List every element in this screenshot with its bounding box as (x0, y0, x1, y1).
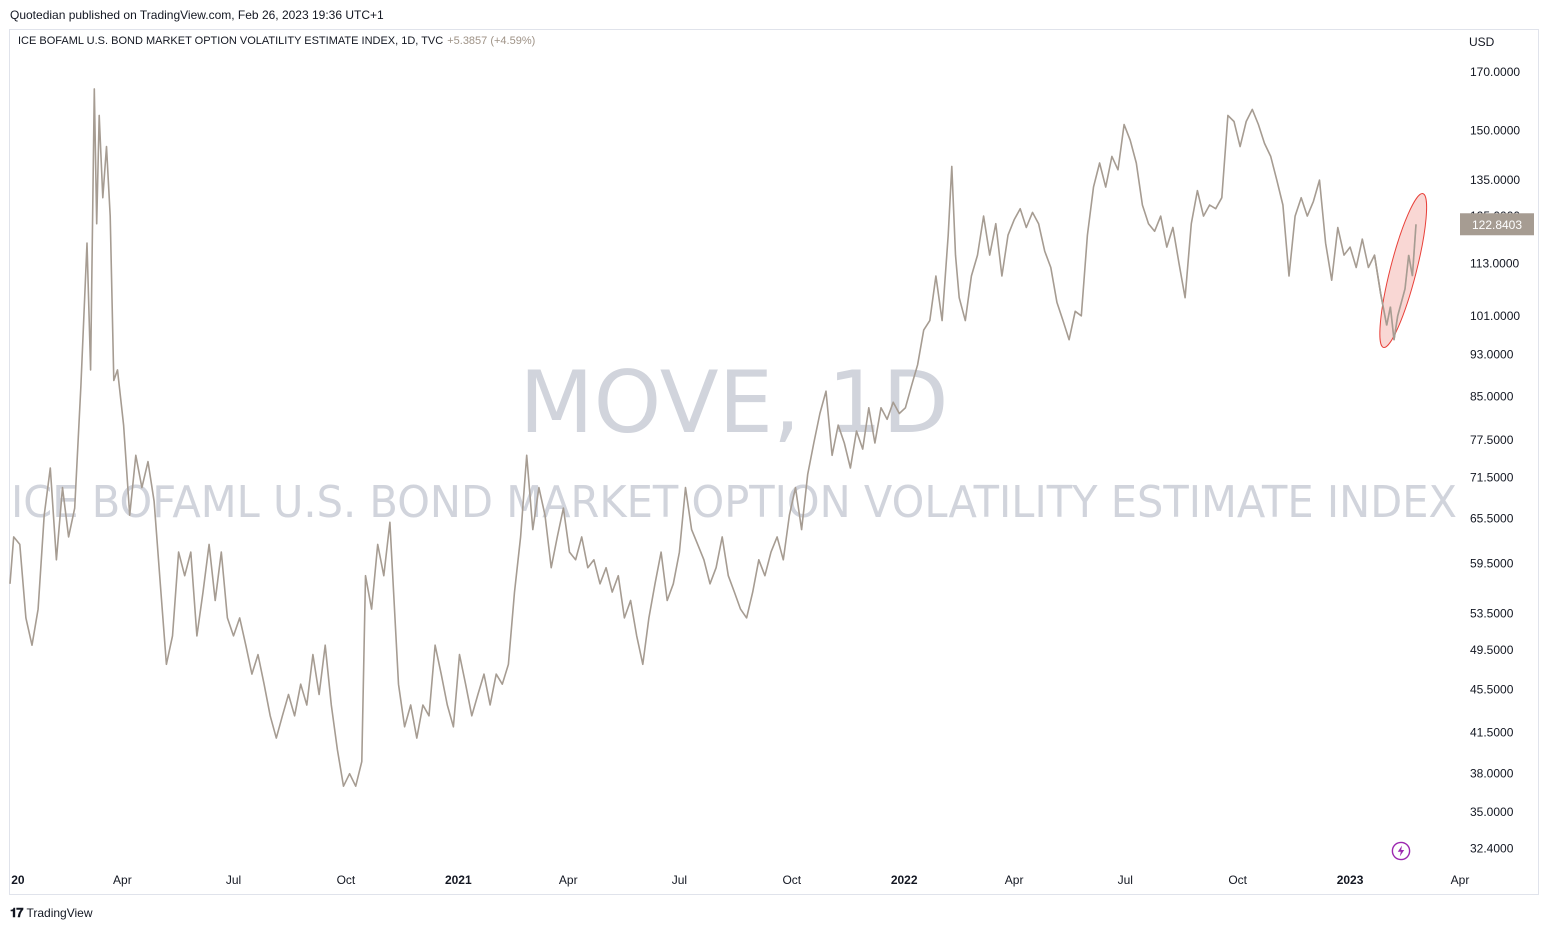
tradingview-logo-icon: 𝟏𝟕 (10, 905, 24, 920)
x-tick-label: Apr (113, 873, 132, 887)
x-tick-label: 2021 (445, 873, 472, 887)
legend-change: +5.3857 (+4.59%) (447, 35, 536, 47)
x-tick-label: Jul (672, 873, 687, 887)
x-tick-label: Jul (1118, 873, 1133, 887)
series-line[interactable] (9, 88, 1417, 787)
series-line-highlight (1373, 224, 1417, 340)
y-tick-label: 135.0000 (1470, 173, 1520, 187)
brand-name: TradingView (26, 906, 93, 920)
y-tick-label: 65.5000 (1470, 512, 1514, 526)
y-tick-label: 93.0000 (1470, 348, 1514, 362)
y-tick-label: 59.5000 (1470, 557, 1514, 571)
y-tick-label: 41.5000 (1470, 725, 1514, 739)
last-price-label: 122.8403 (1472, 218, 1522, 232)
tradingview-branding[interactable]: 𝟏𝟕 TradingView (10, 905, 93, 921)
legend-symbol-name: ICE BOFAML U.S. BOND MARKET OPTION VOLAT… (18, 35, 444, 47)
watermark-line-2: ICE BOFAML U.S. BOND MARKET OPTION VOLAT… (11, 477, 1457, 528)
series-layer (9, 88, 1417, 787)
y-tick-label: 170.0000 (1470, 65, 1520, 79)
x-tick-label: 2022 (891, 873, 918, 887)
x-tick-label: 20 (11, 873, 25, 887)
x-tick-label: Apr (1005, 873, 1024, 887)
x-tick-label: 2023 (1337, 873, 1364, 887)
last-price-layer: 122.8403 (1460, 213, 1534, 236)
currency-label[interactable]: USD (1469, 35, 1495, 49)
x-tick-label: Apr (1451, 873, 1470, 887)
y-tick-label: 38.0000 (1470, 767, 1514, 781)
published-caption: Quotedian published on TradingView.com, … (10, 8, 384, 22)
y-tick-label: 113.0000 (1470, 256, 1519, 270)
watermark: MOVE, 1D ICE BOFAML U.S. BOND MARKET OPT… (11, 353, 1457, 528)
y-tick-label: 53.5000 (1470, 606, 1514, 620)
x-tick-label: Apr (559, 873, 578, 887)
x-tick-label: Oct (337, 873, 356, 887)
x-tick-label: Oct (782, 873, 801, 887)
y-tick-label: 45.5000 (1470, 682, 1514, 696)
series-legend[interactable]: ICE BOFAML U.S. BOND MARKET OPTION VOLAT… (18, 35, 535, 47)
chart-frame (9, 29, 1539, 895)
time-axis[interactable]: 20 Apr Jul Oct 2021 Apr Jul Oct 2022 Apr Jul Oct 202… (11, 873, 1469, 887)
y-tick-label: 101.0000 (1470, 309, 1520, 323)
y-tick-label: 85.0000 (1470, 390, 1514, 404)
flash-icon[interactable] (1391, 841, 1411, 861)
annotation-layer[interactable] (1371, 190, 1436, 350)
watermark-line-1: MOVE, 1D (519, 353, 948, 453)
x-tick-label: Oct (1228, 873, 1247, 887)
y-tick-label: 32.4000 (1470, 841, 1514, 855)
y-tick-label: 150.0000 (1470, 124, 1520, 138)
y-tick-label: 77.5000 (1470, 433, 1514, 447)
price-axis[interactable]: 170.0000150.0000135.0000125.0000113.0000… (1470, 65, 1520, 855)
y-tick-label: 71.5000 (1470, 471, 1514, 485)
x-tick-label: Jul (226, 873, 241, 887)
y-tick-label: 49.5000 (1470, 643, 1514, 657)
last-price-badge (1460, 213, 1534, 236)
y-tick-label: 35.0000 (1470, 805, 1514, 819)
highlight-ellipse[interactable] (1371, 190, 1436, 350)
